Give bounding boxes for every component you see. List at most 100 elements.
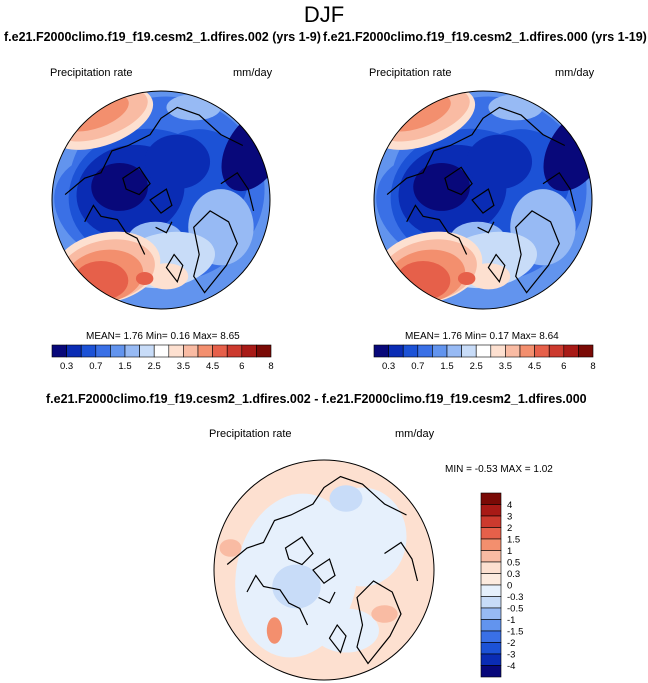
diff-field-region <box>219 539 242 557</box>
panel2-colorbar-swatch <box>432 344 448 358</box>
panel2-mean-value: 1.76 <box>442 331 462 342</box>
panel2-field-region <box>395 261 451 301</box>
panel2-colorbar-tick: 3.5 <box>499 361 512 372</box>
diff-min-value: -0.53 <box>474 464 498 475</box>
diff-colorbar-tick: -1 <box>507 615 515 626</box>
diff-variable-label: Precipitation rate <box>209 428 292 440</box>
diff-map <box>213 459 435 681</box>
panel1-colorbar-swatch <box>110 344 126 358</box>
panel1-coastline <box>155 221 173 234</box>
diff-colorbar-swatch <box>480 492 502 505</box>
panel1-colorbar-swatch <box>139 344 155 358</box>
panel2-coastline <box>477 221 495 234</box>
panel2-coastline <box>471 188 495 214</box>
diff-coastline <box>226 475 407 565</box>
panel1-stats: MEAN= 1.76 Min= 0.16 Max= 8.65 <box>86 331 240 342</box>
panel2-min-label: Min= <box>464 331 487 342</box>
diff-colorbar-tick: 0.5 <box>507 558 520 569</box>
panel1-field-region <box>166 94 221 121</box>
diff-map-border <box>213 459 435 681</box>
panel2-field-region <box>466 134 533 190</box>
panel1-colorbar-tick: 2.5 <box>148 361 161 372</box>
panel2-colorbar-swatch <box>519 344 535 358</box>
panel2-colorbar-swatch <box>446 344 462 358</box>
diff-field-region <box>318 487 407 587</box>
panel2-title: f.e21.F2000climo.f19_f19.cesm2_1.dfires.… <box>323 30 647 44</box>
diff-colorbar-swatch <box>480 653 502 666</box>
panel1-max-label: Max= <box>192 331 218 342</box>
diff-colorbar-swatch <box>480 584 502 597</box>
panel1-colorbar-swatch <box>66 344 82 358</box>
panel1-min-value: 0.16 <box>170 331 190 342</box>
diff-coastline <box>246 574 309 626</box>
panel2-field-region <box>457 271 476 286</box>
diff-colorbar-swatch <box>480 515 502 528</box>
panel1-colorbar-tick: 4.5 <box>206 361 219 372</box>
diff-colorbar-swatch <box>480 607 502 620</box>
panel2-colorbar-tick: 1.5 <box>440 361 453 372</box>
panel1-coastline <box>220 171 255 212</box>
panel2-max-label: Max= <box>511 331 537 342</box>
panel1-coastline <box>84 204 146 255</box>
panel2-min-value: 0.17 <box>489 331 509 342</box>
panel1-colorbar-tick: 1.5 <box>118 361 131 372</box>
diff-colorbar-tick: 1.5 <box>507 535 520 546</box>
panel1-map <box>51 90 271 310</box>
panel2-map-border <box>373 90 593 310</box>
panel2-coastline <box>515 210 560 294</box>
panel2-coastline <box>542 171 577 212</box>
panel2-coastline <box>386 106 566 196</box>
panel2-colorbar-swatch <box>373 344 389 358</box>
diff-colorbar-tick: -1.5 <box>507 627 523 638</box>
panel1-mean-label: MEAN= <box>86 331 121 342</box>
diff-colorbar-swatch <box>480 596 502 609</box>
diff-coastline <box>384 541 419 582</box>
panel1-coastline <box>165 253 184 284</box>
panel1-field-region <box>144 134 211 190</box>
figure-title: DJF <box>303 2 345 27</box>
panel2-colorbar-swatch <box>402 344 419 358</box>
panel1-field-region <box>73 261 129 301</box>
panel2-field-region <box>466 263 511 290</box>
panel2-field-region <box>413 162 470 211</box>
panel1-colorbar-swatch <box>80 344 97 358</box>
panel1-colorbar-swatch <box>256 344 272 358</box>
panel1-colorbar-tick: 6 <box>239 361 244 372</box>
diff-coastline <box>318 591 336 604</box>
panel1-colorbar-swatch <box>197 344 213 358</box>
panel2-colorbar-swatch <box>534 344 550 358</box>
diff-colorbar-swatch <box>480 573 502 586</box>
diff-colorbar-swatch <box>480 561 502 574</box>
diff-stats: MIN = -0.53 MAX = 1.02 <box>445 464 553 475</box>
panel1-colorbar-tick: 3.5 <box>177 361 190 372</box>
panel1-coastline <box>122 166 151 196</box>
diff-field-region <box>272 564 321 609</box>
diff-colorbar-tick: 2 <box>507 523 512 534</box>
diff-colorbar-tick: -3 <box>507 650 515 661</box>
diff-max-value: 1.02 <box>533 464 553 475</box>
diff-colorbar-tick: -2 <box>507 638 515 649</box>
diff-colorbar-swatch <box>480 642 502 655</box>
diff-colorbar-swatch <box>480 527 502 540</box>
diff-colorbar-swatch <box>480 619 502 632</box>
diff-max-label: MAX = <box>500 464 531 475</box>
diff-field-region <box>266 617 283 644</box>
panel2-colorbar: 0.3 0.7 1.5 2.5 3.5 4.5 6 8 <box>373 344 596 372</box>
panel2-colorbar-swatch <box>578 344 594 358</box>
panel2-colorbar-swatch <box>563 344 579 358</box>
diff-colorbar-swatch <box>480 550 502 563</box>
panel2-colorbar-tick: 8 <box>590 361 595 372</box>
panel2-stats: MEAN= 1.76 Min= 0.17 Max= 8.64 <box>405 331 559 342</box>
panel1-colorbar-tick: 8 <box>268 361 273 372</box>
panel2-colorbar-swatch <box>490 344 506 358</box>
panel1-colorbar-swatch <box>183 344 199 358</box>
panel1-colorbar-swatch <box>124 344 140 358</box>
panel1-colorbar-tick: 0.3 <box>60 361 73 372</box>
panel2-max-value: 8.64 <box>539 331 559 342</box>
panel1-field-region <box>91 162 148 211</box>
diff-coastline <box>328 623 347 654</box>
panel2-colorbar-swatch <box>461 344 477 358</box>
panel1-coastline <box>193 210 238 294</box>
